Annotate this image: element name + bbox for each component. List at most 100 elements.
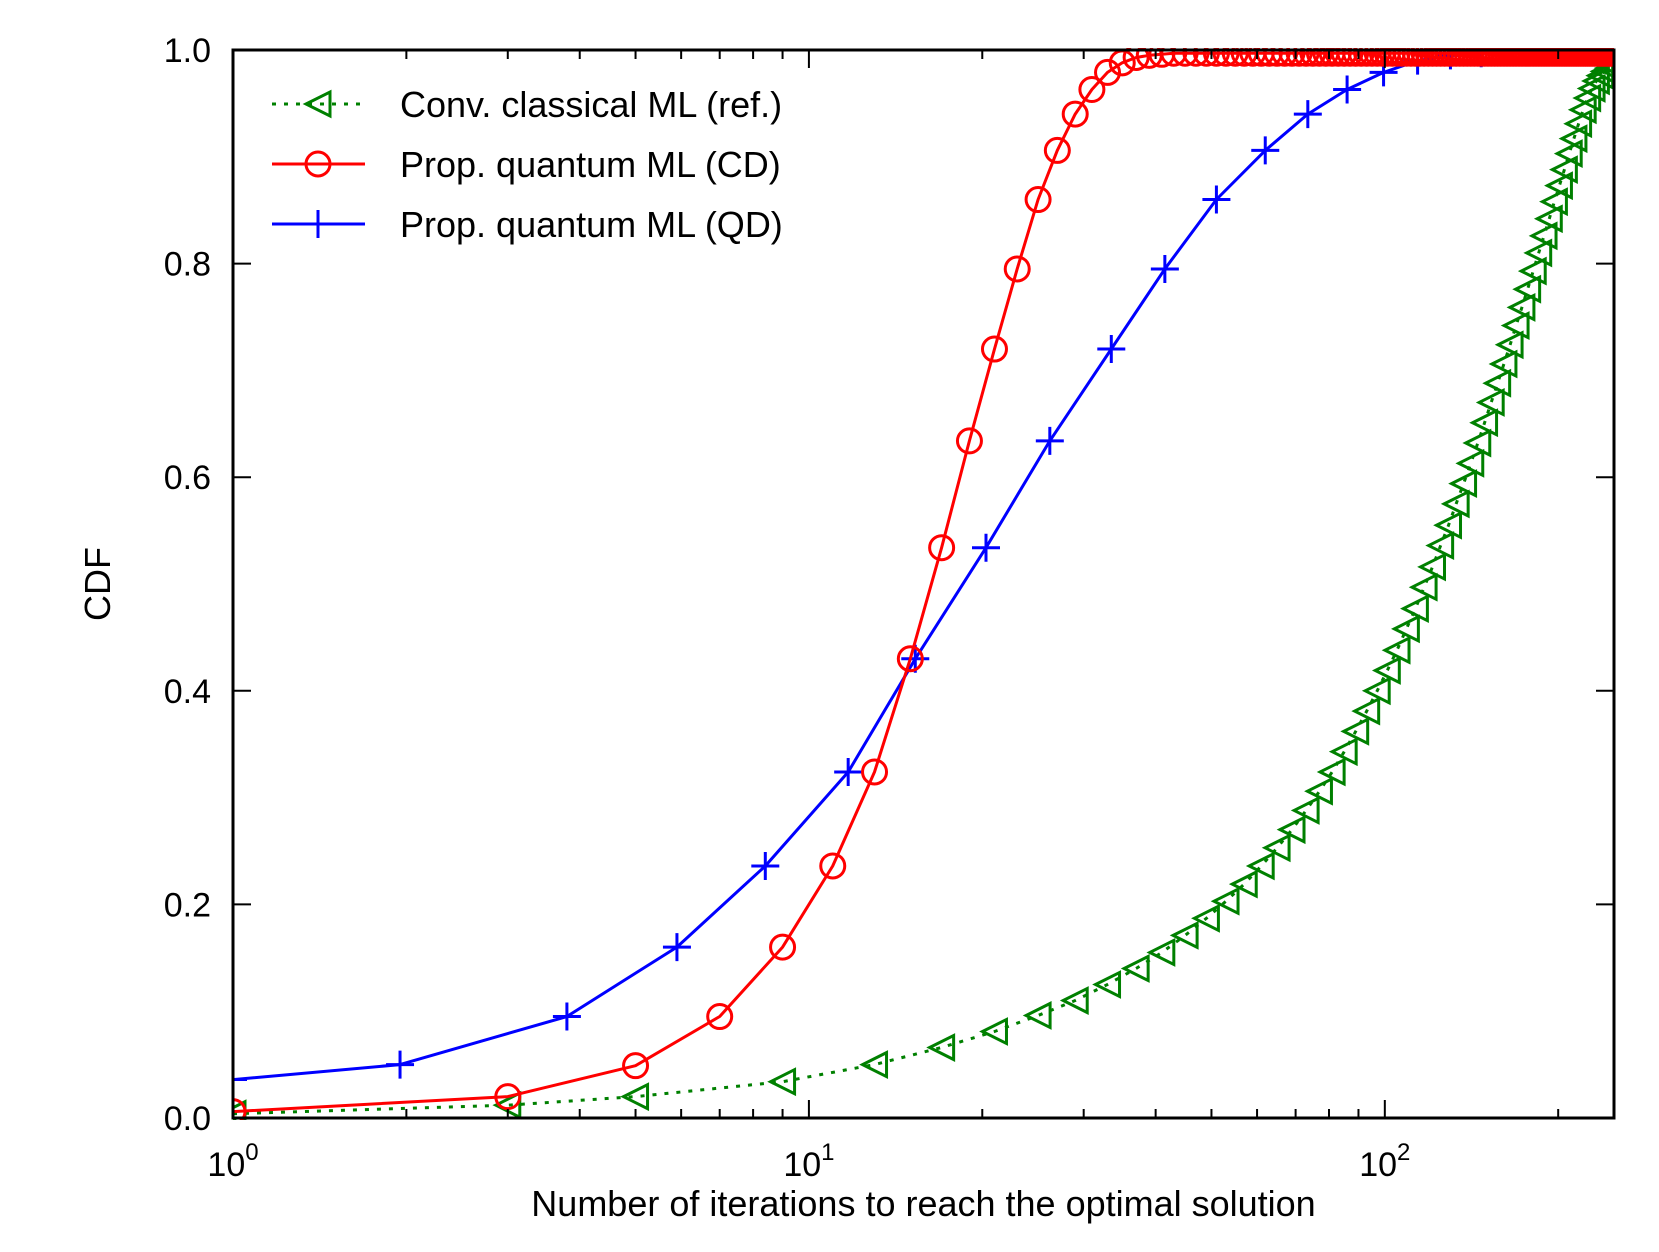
data-point-quantum-cd <box>1024 186 1052 214</box>
legend-marker-quantum-cd <box>304 150 332 178</box>
x-tick-base: 10 <box>207 1146 245 1184</box>
data-point-quantum-cd <box>1078 76 1106 104</box>
data-point-quantum-cd <box>1292 48 1320 67</box>
data-point-classical <box>1228 869 1258 899</box>
data-point-classical <box>1500 311 1530 340</box>
data-point-classical <box>1092 970 1122 999</box>
data-point-classical <box>1261 833 1291 863</box>
y-tick-label: 0.4 <box>164 673 211 711</box>
data-point-classical <box>1304 776 1333 806</box>
data-point-classical <box>1169 920 1199 950</box>
data-point-quantum-cd <box>494 1083 522 1111</box>
legend-marker-quantum-qd <box>304 210 332 238</box>
data-point-classical <box>767 1067 797 1097</box>
legend-sample-quantum-qd <box>272 210 365 238</box>
y-tick-label: 0.0 <box>164 1100 211 1138</box>
data-point-quantum-cd <box>1122 48 1150 71</box>
data-point-classical <box>1425 531 1455 560</box>
data-point-classical <box>1482 368 1512 398</box>
data-point-classical <box>1517 256 1547 286</box>
x-tick-exponent: 1 <box>821 1139 834 1166</box>
data-point-quantum-qd <box>1333 75 1362 104</box>
data-point-classical <box>859 1050 889 1080</box>
legend-label-quantum-cd: Prop. quantum ML (CD) <box>400 144 781 185</box>
data-point-quantum-cd <box>769 933 797 961</box>
data-point-quantum-cd <box>928 534 956 562</box>
x-tick-base: 10 <box>783 1146 821 1184</box>
data-point-quantum-qd <box>1097 335 1126 364</box>
data-point-classical <box>1469 408 1499 438</box>
data-point-classical <box>1059 986 1089 1015</box>
data-point-classical <box>1328 737 1358 767</box>
y-tick-label: 0.8 <box>164 246 211 284</box>
data-point-quantum-cd <box>896 645 924 673</box>
data-point-quantum-cd <box>980 335 1008 363</box>
data-point-classical <box>1191 903 1220 933</box>
data-point-quantum-qd <box>834 757 863 786</box>
data-point-classical <box>1544 171 1573 201</box>
data-point-quantum-cd <box>706 1003 734 1031</box>
data-point-quantum-cd <box>1192 48 1220 67</box>
data-point-quantum-cd <box>955 427 983 455</box>
data-point-classical <box>1408 572 1438 602</box>
data-point-classical <box>1488 349 1518 379</box>
legend-entry-quantum-qd: Prop. quantum ML (QD) <box>272 204 783 245</box>
data-point-quantum-cd <box>1271 48 1299 67</box>
data-point-quantum-qd <box>1202 185 1231 214</box>
data-point-classical <box>1210 886 1240 916</box>
x-tick-exponent: 0 <box>245 1139 258 1166</box>
data-point-quantum-cd <box>622 1052 650 1080</box>
data-point-quantum-qd <box>1150 254 1179 283</box>
data-point-classical <box>1371 656 1401 685</box>
data-point-classical <box>1146 938 1176 967</box>
data-point-classical <box>1553 139 1583 169</box>
data-point-classical <box>1563 109 1593 139</box>
data-point-classical <box>1533 204 1563 234</box>
data-point-quantum-qd <box>1035 426 1064 455</box>
data-point-quantum-qd <box>1293 100 1322 129</box>
y-tick-label: 0.2 <box>164 886 211 924</box>
series-quantum-qd <box>233 48 1614 1094</box>
data-point-quantum-cd <box>819 852 847 880</box>
legend-marker-classical <box>302 89 332 119</box>
data-point-classical <box>926 1033 956 1062</box>
data-point-classical <box>1245 851 1275 881</box>
data-point-classical <box>979 1017 1008 1046</box>
x-axis-label: Number of iterations to reach the optima… <box>531 1183 1315 1224</box>
legend-entry-quantum-cd: Prop. quantum ML (CD) <box>272 144 781 185</box>
data-point-classical <box>1558 124 1588 154</box>
data-point-classical <box>1400 594 1429 623</box>
legend-entry-classical: Conv. classical ML (ref.) <box>272 84 782 125</box>
y-axis-label: CDF <box>77 547 118 621</box>
data-point-classical <box>1381 635 1411 665</box>
legend-label-quantum-qd: Prop. quantum ML (QD) <box>400 204 783 245</box>
legend-label-classical: Conv. classical ML (ref.) <box>400 84 782 125</box>
data-point-classical <box>1290 795 1320 825</box>
data-point-classical <box>1539 187 1568 217</box>
data-point-classical <box>1276 815 1306 845</box>
data-point-classical <box>1528 221 1558 251</box>
data-point-quantum-cd <box>1221 48 1249 67</box>
data-point-quantum-cd <box>1212 48 1240 67</box>
data-point-quantum-qd <box>751 851 780 880</box>
data-point-classical <box>620 1082 650 1112</box>
data-point-classical <box>1316 757 1346 787</box>
x-tick-label: 102 <box>1359 1139 1410 1184</box>
data-point-quantum-cd <box>233 1098 247 1120</box>
data-point-quantum-cd <box>1182 48 1210 67</box>
data-point-quantum-cd <box>1171 48 1199 67</box>
data-point-quantum-cd <box>1263 48 1291 67</box>
y-tick-label: 1.0 <box>164 32 211 70</box>
data-point-classical <box>1581 66 1610 96</box>
data-point-classical <box>1340 716 1370 746</box>
data-point-quantum-cd <box>1160 48 1188 67</box>
data-point-quantum-qd <box>233 1065 247 1094</box>
data-point-quantum-cd <box>1043 136 1071 164</box>
data-point-quantum-cd <box>1278 48 1306 67</box>
data-point-classical <box>1462 428 1492 458</box>
data-point-classical <box>1391 614 1420 644</box>
data-point-classical <box>1523 238 1553 268</box>
